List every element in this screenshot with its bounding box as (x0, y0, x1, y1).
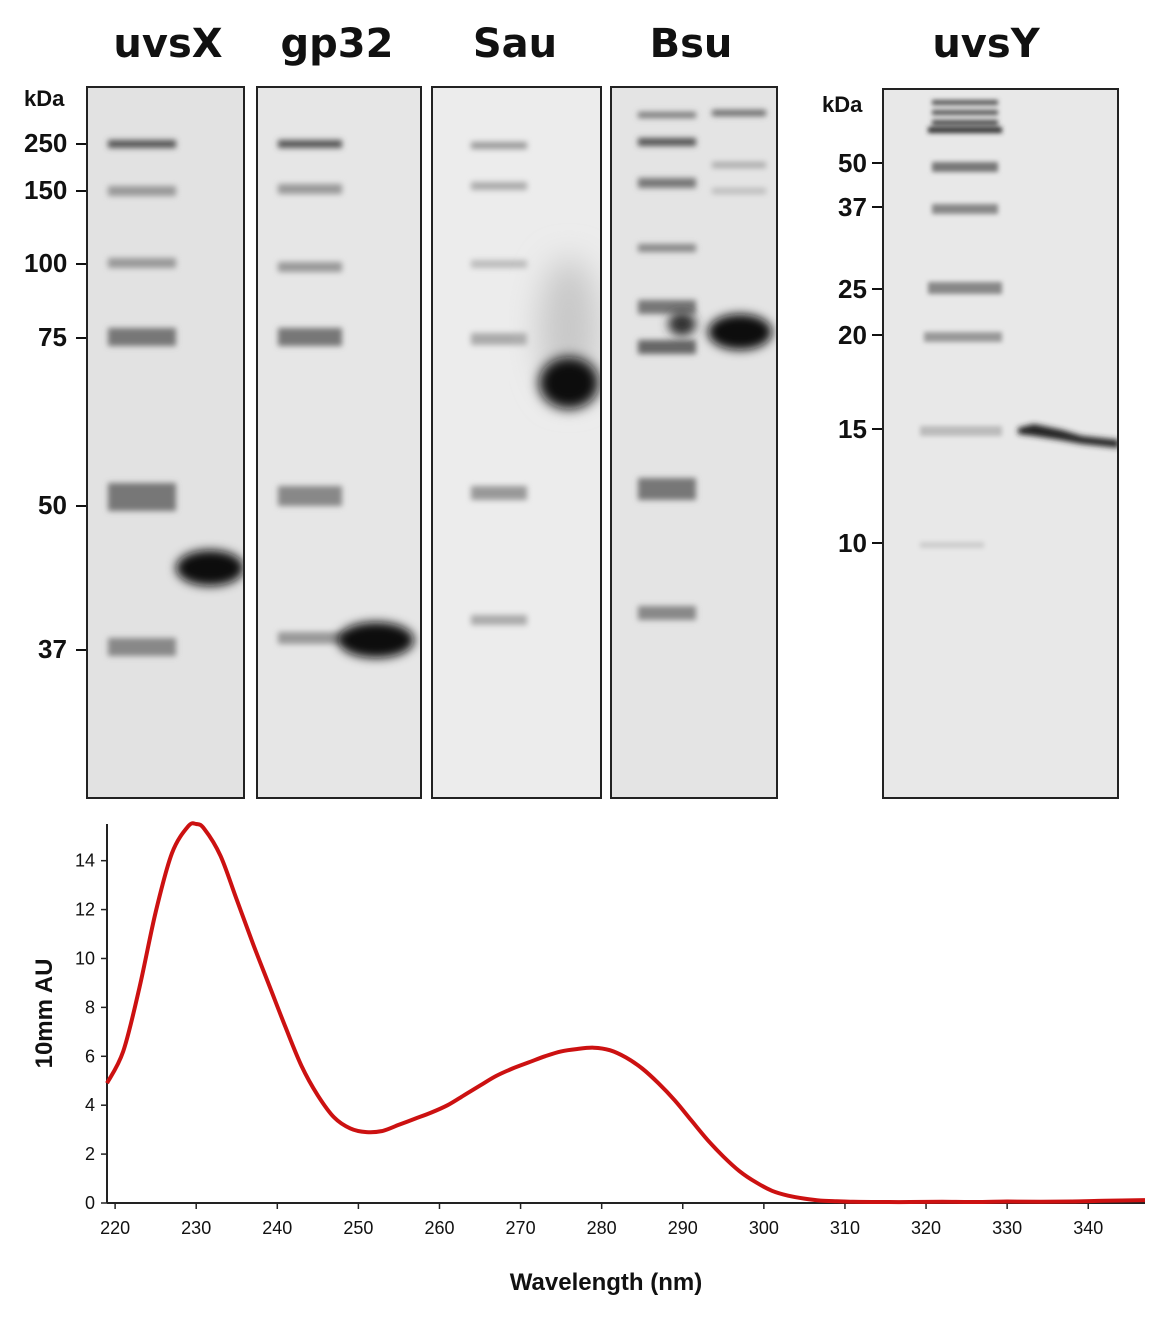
left-marker-50: 50 (38, 490, 67, 520)
gel-title-sau: Sau (472, 21, 558, 67)
x-tick-label: 240 (262, 1218, 292, 1238)
right-marker-tick (872, 162, 882, 164)
right-marker-37: 37 (838, 192, 867, 222)
chart-axes (106, 824, 1145, 1204)
x-axis-ticks: 220 230 240 250 260 270 280 290 300 310 320 330 340 (100, 1203, 1103, 1238)
x-axis-label: Wavelength (nm) (510, 1269, 702, 1296)
right-marker-tick (872, 428, 882, 430)
right-marker-tick (872, 288, 882, 290)
gel-panel-sau (431, 86, 602, 799)
x-tick-label: 280 (587, 1218, 617, 1238)
x-tick-label: 230 (181, 1218, 211, 1238)
left-marker-tick (76, 505, 88, 507)
x-tick-label: 220 (100, 1218, 130, 1238)
y-tick-label: 2 (85, 1144, 95, 1164)
left-marker-75: 75 (38, 322, 67, 352)
gel-panel-gp32 (256, 86, 422, 799)
x-tick-label: 310 (830, 1218, 860, 1238)
x-tick-label: 300 (749, 1218, 779, 1238)
y-tick-label: 6 (85, 1046, 95, 1066)
gel-panel-uvsy (882, 88, 1119, 799)
absorbance-series-line (105, 821, 1146, 1205)
y-axis-ticks: 0 2 4 6 8 10 12 14 (75, 851, 107, 1213)
left-marker-250: 250 (24, 128, 68, 158)
right-marker-25: 25 (838, 274, 867, 304)
x-tick-label: 290 (668, 1218, 698, 1238)
right-marker-15: 15 (838, 414, 867, 444)
x-tick-label: 320 (911, 1218, 941, 1238)
x-tick-label: 260 (424, 1218, 454, 1238)
left-marker-tick (76, 649, 88, 651)
gel-title-bsu: Bsu (649, 21, 733, 67)
right-marker-tick (872, 334, 882, 336)
left-marker-tick (76, 337, 88, 339)
y-tick-label: 14 (75, 851, 95, 871)
y-tick-label: 4 (85, 1095, 95, 1115)
gel-panel-bsu (610, 86, 778, 799)
right-marker-tick (872, 542, 882, 544)
gel-title-uvsy: uvsY (932, 21, 1040, 67)
y-axis-label: 10mm AU (31, 959, 58, 1069)
left-marker-tick (76, 263, 88, 265)
right-kda-label: kDa (822, 92, 863, 117)
right-marker-20: 20 (838, 320, 867, 350)
y-tick-label: 0 (85, 1193, 95, 1213)
y-tick-label: 12 (75, 900, 95, 920)
left-marker-tick (76, 190, 88, 192)
left-marker-150: 150 (24, 175, 68, 205)
right-marker-50: 50 (838, 148, 867, 178)
right-marker-tick (872, 206, 882, 208)
gel-panel-uvsx (86, 86, 245, 799)
x-tick-label: 250 (343, 1218, 373, 1238)
left-marker-37: 37 (38, 634, 67, 664)
absorbance-spectrum-chart: 220 230 240 250 260 270 280 290 300 310 320 330 340 … (31, 821, 1146, 1296)
left-kda-label: kDa (24, 86, 65, 111)
left-marker-100: 100 (24, 248, 68, 278)
x-tick-label: 340 (1073, 1218, 1103, 1238)
left-marker-tick (76, 143, 88, 145)
right-marker-10: 10 (838, 528, 867, 558)
gel-title-gp32: gp32 (280, 21, 394, 67)
x-tick-label: 330 (992, 1218, 1022, 1238)
gel-title-uvsx: uvsX (113, 21, 223, 67)
y-tick-label: 8 (85, 997, 95, 1017)
y-tick-label: 10 (75, 948, 95, 968)
x-tick-label: 270 (506, 1218, 536, 1238)
